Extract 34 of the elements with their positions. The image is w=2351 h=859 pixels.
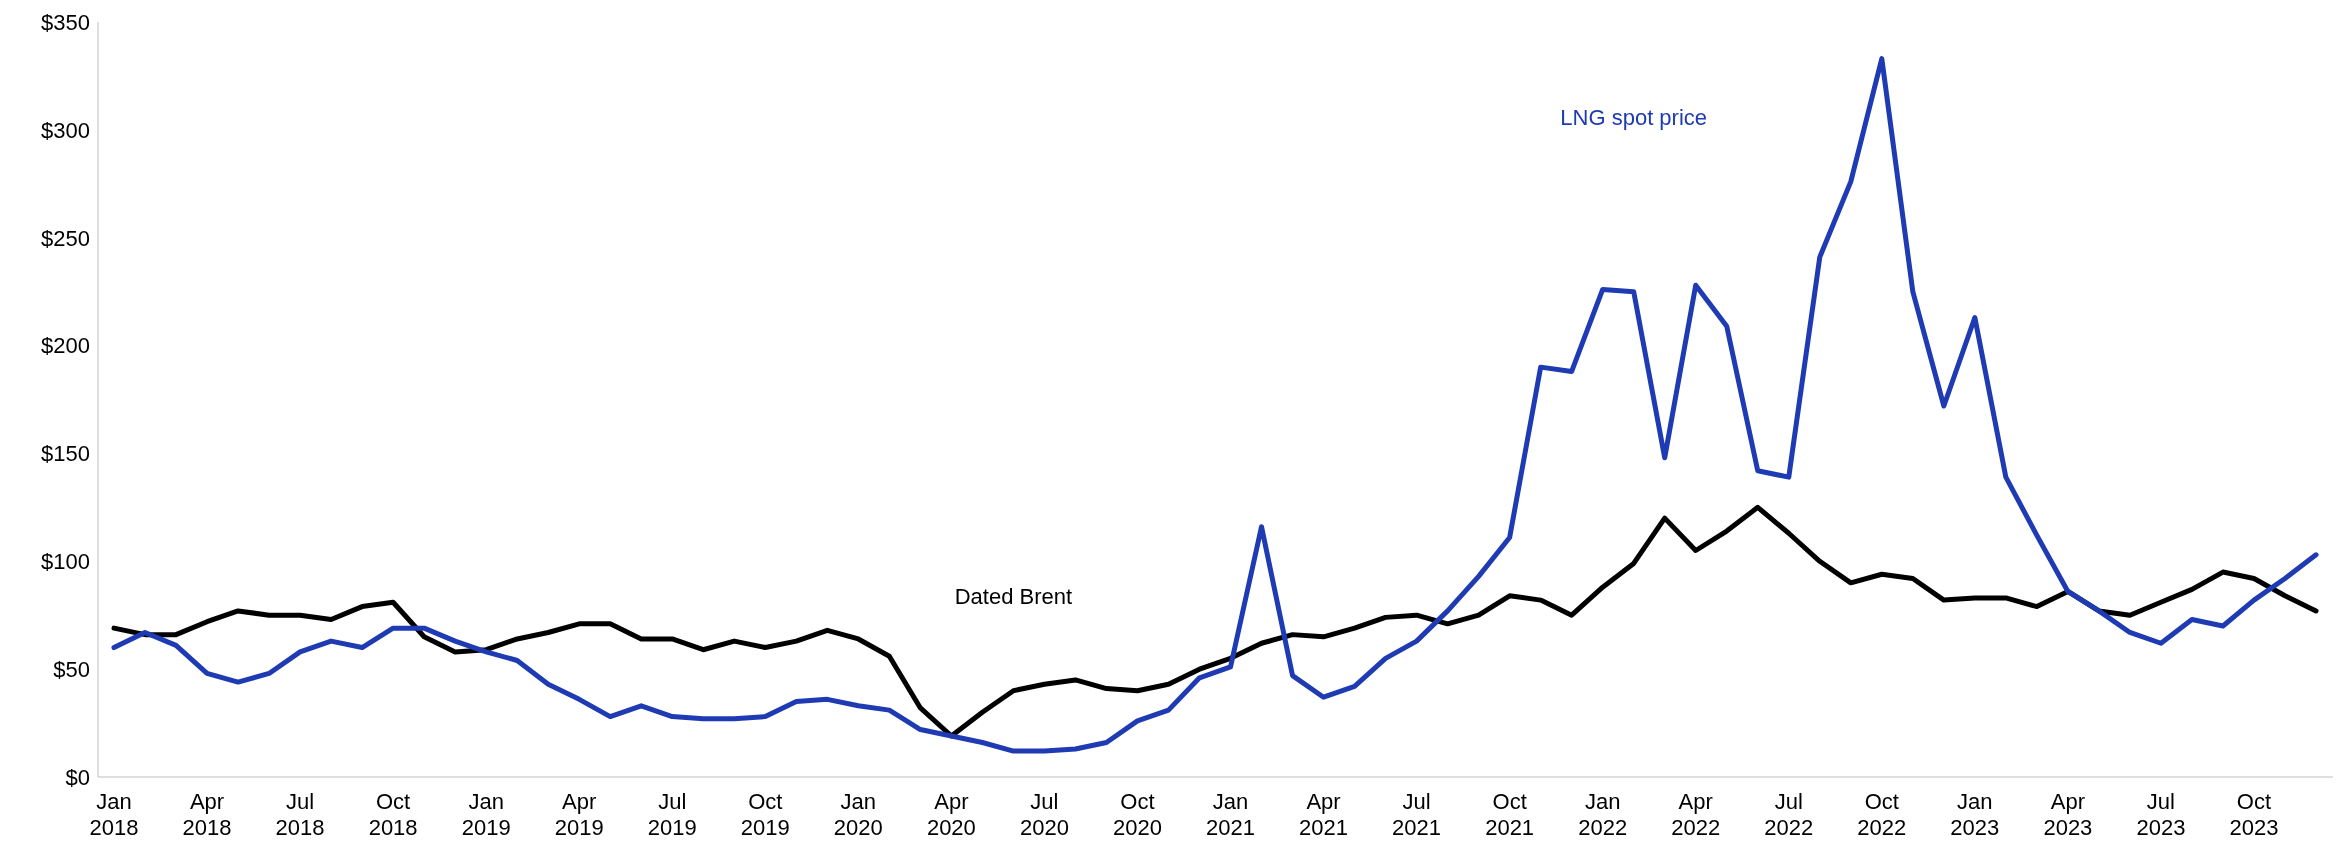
x-tick-label: Jan 2022 <box>1578 789 1628 840</box>
x-tick-label: Apr 2019 <box>554 789 604 840</box>
text: LNG spot price <box>1560 104 1708 130</box>
text: Dated Brent <box>954 583 1073 609</box>
x-tick-label: Apr 2021 <box>1299 789 1349 840</box>
x-tick-label: Apr 2023 <box>2043 789 2093 840</box>
x-tick-label: Jul 2020 <box>1019 789 1069 840</box>
y-tick-label: $350 <box>41 9 90 35</box>
x-tick-label: Jan 2020 <box>833 789 883 840</box>
x-tick-label: Jul 2023 <box>2136 789 2186 840</box>
x-tick-label: Oct 2022 <box>1857 789 1907 840</box>
x-tick-label: Jan 2019 <box>461 789 511 840</box>
x-tick-label: Oct 2023 <box>2229 789 2279 840</box>
x-tick-label: Jul 2019 <box>647 789 697 840</box>
y-tick-label: $200 <box>41 333 90 359</box>
x-tick-label: Apr 2022 <box>1671 789 1721 840</box>
y-tick-label: $150 <box>41 441 90 467</box>
x-tick-label: Jan 2021 <box>1206 789 1255 840</box>
x-tick-label: Jul 2018 <box>275 789 325 840</box>
x-tick-label: Oct 2019 <box>740 789 790 840</box>
x-tick-label: Jul 2021 <box>1392 789 1442 840</box>
x-tick-label: Apr 2018 <box>182 789 232 840</box>
x-tick-label: Apr 2020 <box>926 789 976 840</box>
y-tick-label: $300 <box>41 117 90 143</box>
x-tick-label: Oct 2018 <box>368 789 418 840</box>
x-tick-label: Oct 2021 <box>1485 789 1535 840</box>
x-tick-label: Jan 2018 <box>89 789 139 840</box>
y-tick-label: $0 <box>65 764 90 790</box>
x-tick-label: Oct 2020 <box>1112 789 1162 840</box>
y-tick-label: $250 <box>41 225 90 251</box>
y-tick-label: $50 <box>53 656 90 682</box>
y-tick-label: $100 <box>41 549 90 575</box>
x-tick-label: Jul 2022 <box>1764 789 1814 840</box>
x-tick-label: Jan 2023 <box>1950 789 2000 840</box>
